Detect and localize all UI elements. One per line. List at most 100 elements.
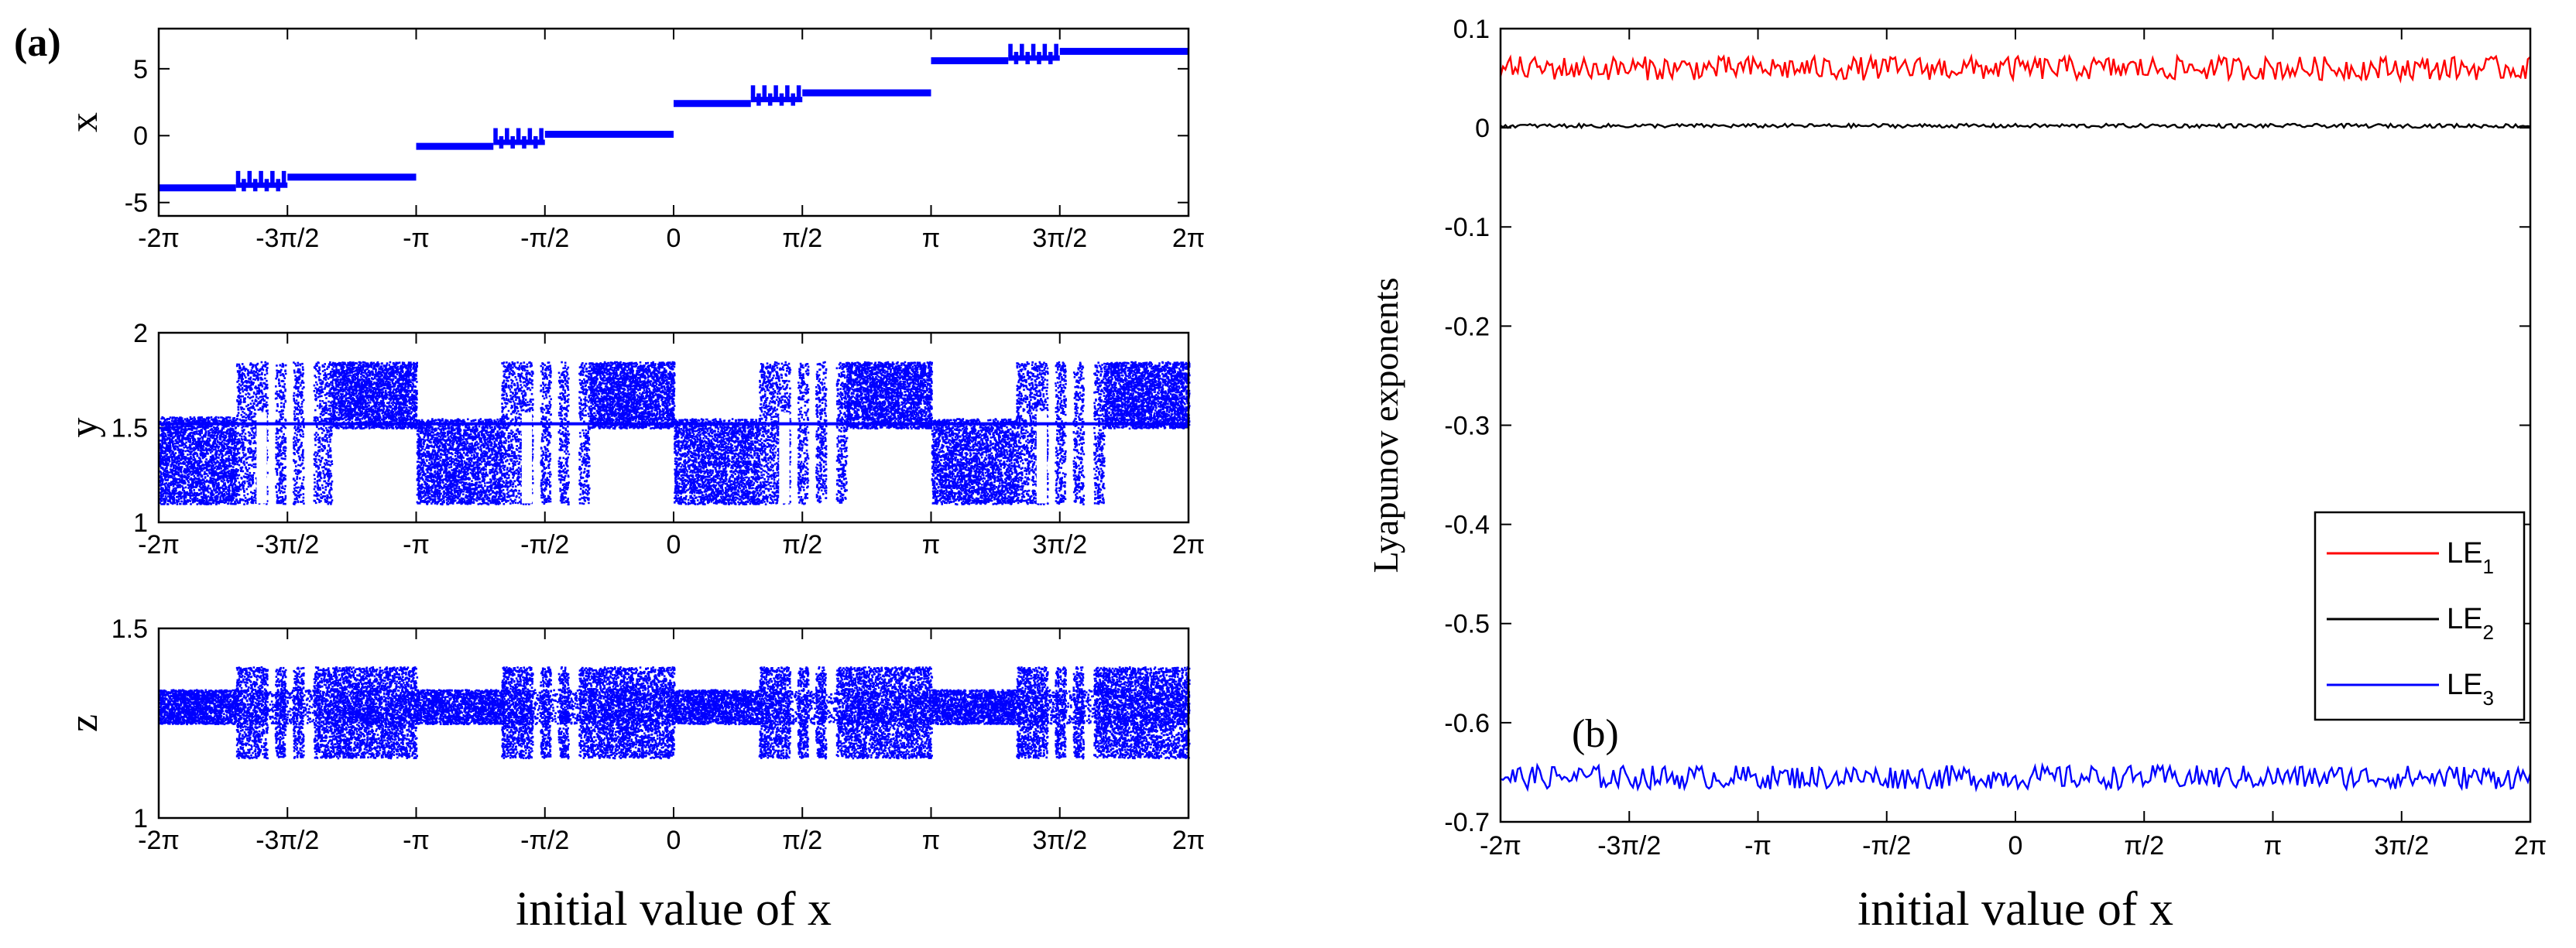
scatter-band	[846, 666, 934, 760]
y-tick-label: -0.6	[1444, 709, 1490, 738]
y-axis-label: x	[62, 112, 106, 132]
x-mark	[247, 170, 252, 183]
scatter-band	[501, 361, 591, 506]
scatter-band	[931, 418, 1018, 506]
y-tick-label: 5	[133, 55, 148, 84]
x-tick-label: -π/2	[520, 826, 569, 855]
x-tick-label: -2π	[1480, 831, 1521, 861]
x-tick-label: π	[2264, 831, 2282, 861]
x-mark	[1008, 43, 1013, 56]
x-mark	[516, 128, 521, 141]
x-tick-label: 2π	[1172, 224, 1205, 253]
x-mark	[527, 128, 533, 141]
x-axis-label: initial value of x	[1857, 883, 2173, 936]
chart-b: -2π -3π/2 -π -π/2 0 π/2 π 3π/2 2π 0.1 0 -0.1 -0.2 -0.…	[1366, 15, 2547, 936]
x-tick-label: -2π	[138, 530, 180, 560]
x-mark	[762, 85, 767, 98]
y-tick-label: 0	[133, 121, 148, 151]
le-series-2	[1500, 121, 2531, 130]
x-mark	[259, 170, 263, 183]
chart-a-top: -2π -3π/2 -π -π/2 0 π/2 π 3π/2 2π 5 0 -5 x	[62, 27, 1205, 253]
x-tick-label: -3π/2	[256, 224, 319, 253]
scatter-band	[1103, 361, 1191, 430]
x-tick-label: -3π/2	[1597, 831, 1661, 861]
y-tick-label: -0.3	[1444, 411, 1490, 440]
le-series-3	[1500, 761, 2532, 792]
x-mark	[493, 128, 498, 141]
scatter-band	[501, 666, 591, 760]
x-mark	[1031, 43, 1036, 56]
y-tick-label: 1.5	[111, 614, 148, 644]
x-tick-label: π/2	[782, 826, 822, 855]
x-tick-label: -3π/2	[256, 826, 319, 855]
band-gap	[779, 412, 790, 504]
x-mark	[539, 128, 544, 141]
x-axis-label: initial value of x	[516, 883, 832, 936]
y-tick-label: -0.4	[1444, 511, 1490, 540]
scatter-band	[1016, 361, 1106, 505]
x-tick-label: 0	[667, 530, 681, 560]
x-tick-label: π/2	[782, 530, 822, 560]
x-tick-label: 0	[667, 826, 681, 855]
legend-label-1: LE1	[2447, 537, 2494, 578]
y-tick-label: -0.5	[1444, 610, 1490, 639]
plot-frame	[157, 27, 1190, 217]
x-tick-label: 2π	[2514, 831, 2547, 861]
legend-label-2: LE2	[2447, 603, 2494, 644]
scatter-band	[758, 361, 849, 505]
scatter-band	[331, 361, 418, 430]
x-mark	[1042, 43, 1048, 56]
panel-a-label: (a)	[14, 21, 61, 65]
x-tick-label: 3π/2	[2374, 831, 2429, 861]
x-tick-label: -2π	[138, 224, 180, 253]
scatter-band	[235, 361, 334, 505]
scatter-band	[758, 666, 849, 760]
x-tick-label: 3π/2	[1032, 826, 1087, 855]
y-axis-label: y	[62, 418, 106, 438]
y-tick-label: -0.7	[1444, 808, 1490, 837]
x-tick-label: -π	[403, 826, 430, 855]
scatter-band	[159, 689, 1191, 726]
scatter-band	[588, 361, 676, 430]
x-tick-label: π	[922, 826, 940, 855]
y-tick-label: 0	[1475, 114, 1490, 143]
chart-a-bottom: -2π -3π/2 -π -π/2 0 π/2 π 3π/2 2π 1.5 1 z initial va…	[62, 614, 1205, 936]
plot-frame	[157, 331, 1190, 524]
y-tick-label: -0.2	[1444, 312, 1490, 341]
scatter-band	[674, 418, 761, 505]
y-tick-label: -0.1	[1444, 213, 1490, 242]
y-axis-label: Lyapunov exponents	[1366, 278, 1405, 573]
x-tick-label: 3π/2	[1032, 224, 1087, 253]
x-tick-label: 0	[667, 224, 681, 253]
band-gap	[521, 412, 533, 504]
le-series-1	[1499, 53, 2531, 84]
x-tick-label: -π	[1744, 831, 1772, 861]
x-tick-label: 2π	[1172, 826, 1205, 855]
plot-frame	[157, 627, 1190, 820]
x-tick-label: -2π	[138, 826, 180, 855]
x-mark	[505, 128, 509, 141]
y-tick-label: 0.1	[1453, 15, 1490, 44]
plot-frame	[1499, 27, 2532, 823]
x-mark	[235, 170, 241, 183]
x-tick-label: 0	[2008, 831, 2023, 861]
chart-a-middle: -2π -3π/2 -π -π/2 0 π/2 π 3π/2 2π 2 1.5 1 y	[62, 319, 1205, 560]
x-mark	[1020, 43, 1024, 56]
band-gap	[256, 412, 267, 504]
band-gap	[1036, 412, 1048, 504]
x-tick-label: π/2	[2124, 831, 2164, 861]
legend: LE1 LE2 LE3	[2314, 511, 2526, 721]
x-tick-label: -π/2	[1862, 831, 1911, 861]
panel-b-label: (b)	[1572, 712, 1619, 756]
x-tick-label: -π	[403, 530, 430, 560]
scatter-band	[159, 416, 238, 505]
x-tick-label: π/2	[782, 224, 822, 253]
y-tick-label: -5	[125, 189, 148, 218]
x-mark	[270, 170, 275, 183]
x-tick-label: π	[922, 224, 940, 253]
legend-label-3: LE3	[2447, 669, 2494, 710]
x-mark	[796, 85, 801, 98]
x-tick-label: 2π	[1172, 530, 1205, 560]
x-tick-label: -3π/2	[256, 530, 319, 560]
